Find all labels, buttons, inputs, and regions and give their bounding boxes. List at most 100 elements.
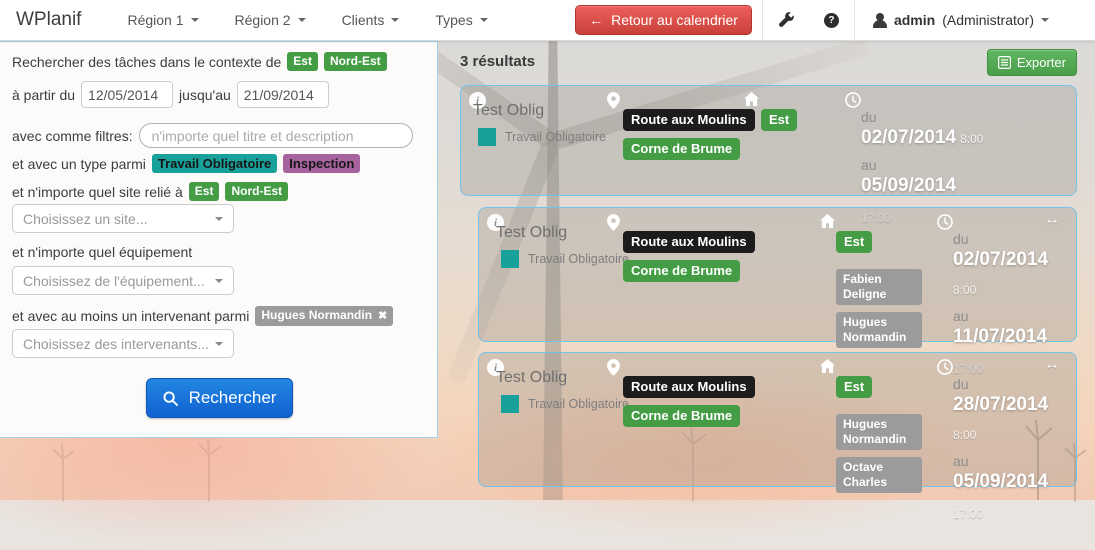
divider (761, 0, 763, 41)
nav-menu-types[interactable]: Types (417, 0, 505, 40)
task-period-column: du 28/07/2014 8:00 au 05/09/2014 17:00 (937, 359, 1073, 525)
context-label: Rechercher des tâches dans le contexte d… (12, 53, 282, 70)
start-date: 28/07/2014 8:00 (953, 394, 1073, 446)
from-date-input[interactable] (81, 81, 174, 108)
period-au-label: au (953, 308, 969, 324)
nav-menu-region-2[interactable]: Région 2 (217, 0, 324, 40)
info-icon[interactable]: i (487, 214, 504, 231)
equipment-label: et n'importe quel équipement (12, 244, 193, 260)
selected-person-chip[interactable]: Hugues Normandin ✖ (255, 306, 394, 326)
wind-turbine-graphic (50, 444, 76, 502)
nav-menu-label: Région 2 (234, 12, 291, 28)
site-name-badge: Route aux Moulins (623, 231, 755, 253)
wind-turbine-graphic (678, 424, 708, 502)
home-icon (744, 92, 759, 111)
type-badge-inspection[interactable]: Inspection (283, 154, 361, 173)
site-context-row: et n'importe quel site relié à Est Nord-… (12, 182, 289, 201)
title-description-filter-input[interactable] (138, 123, 413, 148)
search-panel: Rechercher des tâches dans le contexte d… (0, 41, 438, 438)
clock-icon (937, 214, 953, 235)
period-au-label: au (953, 453, 969, 469)
person-badge: Octave Charles (836, 457, 922, 493)
search-icon (163, 390, 178, 406)
context-badge: Est (836, 376, 873, 398)
clock-icon (845, 92, 861, 113)
task-period-column: du 02/07/2014 8:00 au 11/07/2014 17:00 (937, 214, 1073, 380)
task-summary: Test Oblig Travail Obligatoire (473, 102, 606, 146)
remove-icon[interactable]: ✖ (378, 310, 388, 322)
to-label: jusqu'au (179, 86, 231, 103)
back-to-calendar-button[interactable]: ← Retour au calendrier (575, 5, 752, 35)
context-row: Rechercher des tâches dans le contexte d… (12, 52, 387, 71)
location-pin-icon (607, 214, 620, 236)
task-card[interactable]: i ↔ Test Oblig Travail Obligatoire Route… (478, 352, 1077, 521)
resize-horizontal-icon[interactable]: ↔ (1044, 211, 1060, 228)
nav-menu-region-1[interactable]: Région 1 (109, 0, 216, 40)
task-type: Travail Obligatoire (501, 395, 629, 413)
location-pin-icon (607, 359, 620, 381)
resize-horizontal-icon[interactable]: ↔ (1044, 356, 1060, 373)
type-badge-travail-obligatoire[interactable]: Travail Obligatoire (151, 154, 278, 173)
end-time: 17:00 (861, 211, 892, 225)
left-arrow-icon: ← (589, 12, 604, 28)
info-icon[interactable]: i (469, 92, 486, 109)
end-time: 17:00 (953, 362, 984, 376)
task-card[interactable]: i Test Oblig Travail Obligatoire Route a… (460, 85, 1077, 225)
task-type: Travail Obligatoire (478, 128, 606, 146)
equipment-select-placeholder: Choisissez de l'équipement... (23, 272, 205, 289)
user-menu[interactable]: admin (Administrator) (855, 0, 1055, 40)
context-badge: Est (836, 231, 873, 253)
date-range-row: à partir du jusqu'au (12, 81, 329, 108)
site-select[interactable]: Choisissez un site... (12, 204, 234, 233)
site-label: et n'importe quel site relié à (12, 183, 183, 200)
search-button[interactable]: Rechercher (146, 378, 293, 418)
selected-person-name: Hugues Normandin (261, 308, 373, 322)
export-button-label: Exporter (1016, 55, 1066, 70)
divider (853, 0, 855, 41)
task-summary: Test Oblig Travail Obligatoire (496, 224, 629, 268)
task-title: Test Oblig (473, 102, 545, 119)
settings-wrench-button[interactable] (763, 0, 809, 40)
period-du-label: du (861, 109, 877, 125)
chevron-down-icon (190, 18, 199, 22)
equipment-select[interactable]: Choisissez de l'équipement... (12, 266, 234, 295)
back-to-calendar-label: Retour au calendrier (611, 12, 738, 28)
start-date: 02/07/2014 8:00 (953, 249, 1073, 301)
context-badge-nord-est: Nord-Est (323, 52, 387, 71)
export-button[interactable]: Exporter (986, 49, 1077, 76)
site-sub-badge: Corne de Brume (623, 405, 741, 427)
person-badge: Hugues Normandin (836, 414, 922, 450)
people-select[interactable]: Choisissez des intervenants... (12, 329, 234, 358)
nav-menu-label: Région 1 (127, 12, 184, 28)
equipment-label-row: et n'importe quel équipement (12, 244, 192, 260)
task-card[interactable]: i ↔ Test Oblig Travail Obligatoire Route… (478, 207, 1077, 376)
assigned-people: Hugues Normandin Octave Charles (836, 414, 922, 493)
export-list-icon (997, 56, 1011, 69)
question-circle-icon: ? (823, 12, 839, 28)
site-sub-badge: Corne de Brume (623, 138, 741, 160)
info-icon[interactable]: i (487, 359, 504, 376)
help-button[interactable]: ? (809, 0, 854, 40)
people-row: et avec au moins un intervenant parmi Hu… (12, 306, 394, 326)
user-icon (872, 12, 887, 28)
end-date: 05/09/2014 17:00 (861, 175, 1066, 229)
to-date-input[interactable] (236, 81, 329, 108)
task-site-column: Route aux Moulins Corne de Brume (607, 92, 755, 160)
context-badge: Est (761, 109, 798, 131)
nav-menu-clients[interactable]: Clients (324, 0, 418, 40)
type-color-swatch (501, 395, 519, 413)
assigned-people: Fabien Deligne Hugues Normandin (836, 269, 922, 348)
equipment-select-row: Choisissez de l'équipement... (12, 266, 234, 295)
user-role: (Administrator) (942, 12, 1034, 28)
task-period-column: du 02/07/2014 8:00 au 05/09/2014 17:00 (845, 92, 1066, 229)
people-select-row: Choisissez des intervenants... (12, 329, 234, 358)
end-time: 17:00 (953, 507, 984, 521)
app-brand[interactable]: WPlanif (16, 9, 82, 30)
nav-menu-label: Clients (341, 12, 385, 28)
type-label: Travail Obligatoire (505, 130, 606, 144)
home-icon (820, 214, 835, 233)
start-time: 8:00 (960, 132, 984, 146)
chevron-down-icon (1041, 18, 1049, 22)
chevron-down-icon (215, 341, 223, 346)
clock-icon (937, 359, 953, 380)
